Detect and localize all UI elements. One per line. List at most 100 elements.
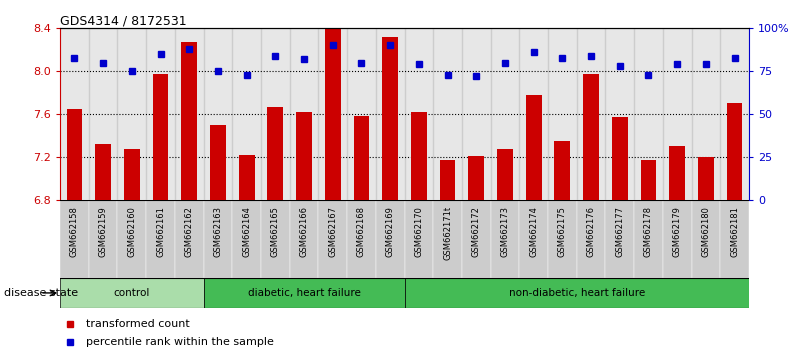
Bar <box>548 200 577 278</box>
Text: GSM662158: GSM662158 <box>70 206 79 257</box>
Text: GSM662172: GSM662172 <box>472 206 481 257</box>
Bar <box>325 28 340 200</box>
Bar <box>634 28 662 200</box>
Text: GSM662163: GSM662163 <box>213 206 223 257</box>
Bar <box>469 156 484 200</box>
Bar <box>583 74 599 200</box>
Bar <box>606 28 634 200</box>
Bar <box>698 157 714 200</box>
Bar <box>691 200 720 278</box>
Bar <box>203 278 405 308</box>
Bar <box>261 28 290 200</box>
Text: GSM662177: GSM662177 <box>615 206 624 257</box>
Bar <box>232 200 261 278</box>
Bar <box>60 28 89 200</box>
Bar <box>634 200 663 278</box>
Text: disease state: disease state <box>4 288 78 298</box>
Bar <box>89 200 118 278</box>
Bar <box>175 28 203 200</box>
Bar <box>347 28 376 200</box>
Text: non-diabetic, heart failure: non-diabetic, heart failure <box>509 288 645 298</box>
Bar <box>411 112 427 200</box>
Bar <box>95 144 111 200</box>
Bar <box>203 28 232 200</box>
Bar <box>612 118 628 200</box>
Text: GSM662162: GSM662162 <box>185 206 194 257</box>
Text: GSM662178: GSM662178 <box>644 206 653 257</box>
Bar <box>519 200 548 278</box>
Bar <box>606 200 634 278</box>
Text: GDS4314 / 8172531: GDS4314 / 8172531 <box>60 14 187 27</box>
Bar <box>433 200 462 278</box>
Bar <box>382 37 398 200</box>
Bar <box>66 109 83 200</box>
Bar <box>577 200 606 278</box>
Bar <box>175 200 203 278</box>
Bar <box>720 28 749 200</box>
Bar <box>490 28 519 200</box>
Bar <box>519 28 548 200</box>
Bar <box>60 278 203 308</box>
Bar <box>462 200 490 278</box>
Bar <box>490 200 519 278</box>
Bar <box>641 160 656 200</box>
Bar <box>89 28 118 200</box>
Text: GSM662161: GSM662161 <box>156 206 165 257</box>
Text: control: control <box>114 288 150 298</box>
Bar <box>548 28 577 200</box>
Bar <box>663 200 691 278</box>
Bar <box>440 160 456 200</box>
Bar <box>318 200 347 278</box>
Bar <box>554 141 570 200</box>
Bar <box>353 116 369 200</box>
Bar <box>497 149 513 200</box>
Bar <box>405 28 433 200</box>
Bar <box>146 28 175 200</box>
Bar <box>376 28 405 200</box>
Bar <box>347 200 376 278</box>
Text: GSM662160: GSM662160 <box>127 206 136 257</box>
Bar <box>577 28 606 200</box>
Bar <box>318 28 347 200</box>
Bar <box>146 200 175 278</box>
Text: GSM662174: GSM662174 <box>529 206 538 257</box>
Text: GSM662169: GSM662169 <box>385 206 395 257</box>
Text: transformed count: transformed count <box>87 319 190 329</box>
Bar <box>727 103 743 200</box>
Bar <box>290 200 318 278</box>
Bar <box>670 146 685 200</box>
Bar <box>296 112 312 200</box>
Text: GSM662176: GSM662176 <box>586 206 596 257</box>
Bar <box>203 200 232 278</box>
Text: GSM662173: GSM662173 <box>501 206 509 257</box>
Bar <box>153 74 168 200</box>
Text: GSM662179: GSM662179 <box>673 206 682 257</box>
Bar <box>720 200 749 278</box>
Bar <box>405 278 749 308</box>
Bar <box>60 200 89 278</box>
Text: diabetic, heart failure: diabetic, heart failure <box>248 288 360 298</box>
Text: GSM662164: GSM662164 <box>242 206 252 257</box>
Bar <box>525 95 541 200</box>
Bar <box>290 28 318 200</box>
Bar <box>268 107 284 200</box>
Bar <box>118 28 146 200</box>
Bar <box>118 200 146 278</box>
Bar <box>124 149 139 200</box>
Bar <box>232 28 261 200</box>
Bar <box>210 125 226 200</box>
Text: GSM662168: GSM662168 <box>357 206 366 257</box>
Text: GSM662159: GSM662159 <box>99 206 107 257</box>
Bar <box>376 200 405 278</box>
Text: GSM662171t: GSM662171t <box>443 206 452 260</box>
Bar <box>662 28 691 200</box>
Text: GSM662181: GSM662181 <box>730 206 739 257</box>
Text: GSM662167: GSM662167 <box>328 206 337 257</box>
Bar <box>239 155 255 200</box>
Bar <box>462 28 490 200</box>
Bar <box>691 28 720 200</box>
Text: GSM662180: GSM662180 <box>702 206 710 257</box>
Text: GSM662170: GSM662170 <box>414 206 424 257</box>
Text: GSM662166: GSM662166 <box>300 206 308 257</box>
Bar <box>405 200 433 278</box>
